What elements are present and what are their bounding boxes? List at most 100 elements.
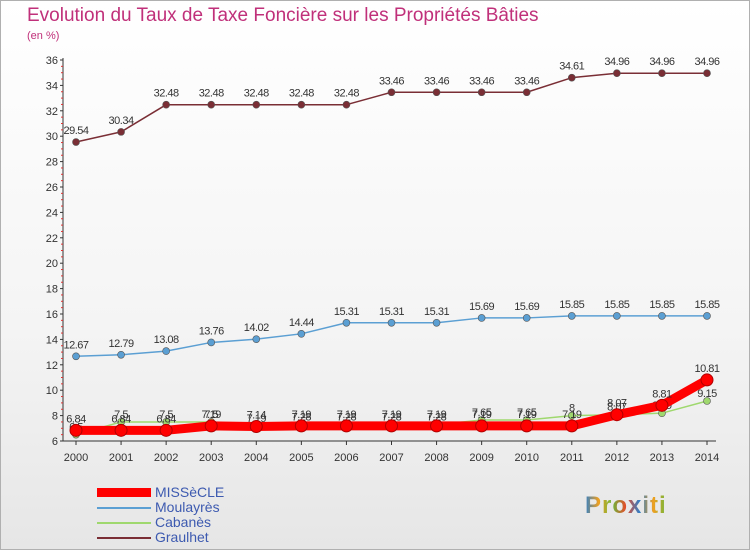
y-tick-label-28: 28 bbox=[46, 157, 58, 169]
point-moulayrs-2008 bbox=[432, 318, 441, 327]
data-label-moulayrs-2014: 15.85 bbox=[694, 299, 719, 311]
point-graulhet-2012 bbox=[613, 69, 621, 78]
y-tick-label-16: 16 bbox=[46, 309, 58, 321]
point-moulayrs-2009 bbox=[477, 314, 486, 322]
point-misscle-2004 bbox=[249, 420, 263, 434]
point-misscle-2006 bbox=[339, 419, 353, 433]
point-misscle-2000 bbox=[69, 423, 83, 437]
y-tick-label-10: 10 bbox=[46, 385, 58, 397]
x-tick-label-2008: 2008 bbox=[424, 452, 448, 464]
data-label-misscle-2000: 6.84 bbox=[66, 413, 86, 425]
x-tick-label-2002: 2002 bbox=[154, 452, 178, 464]
data-label-misscle-2003: 7.19 bbox=[202, 409, 222, 421]
point-graulhet-2011 bbox=[567, 73, 576, 82]
data-label-cabans-2011: 8 bbox=[569, 403, 575, 415]
chart-legend: MISSèCLE Moulayrès Cabanès Graulhet bbox=[97, 485, 224, 545]
legend-item-graulhet: Graulhet bbox=[97, 530, 224, 545]
point-moulayrs-2006 bbox=[342, 318, 351, 327]
data-label-misscle-2013: 8.81 bbox=[652, 388, 672, 400]
data-label-graulhet-2003: 32.48 bbox=[199, 88, 224, 100]
x-tick-label-2005: 2005 bbox=[289, 452, 313, 464]
legend-item-missecle: MISSèCLE bbox=[97, 485, 224, 500]
point-misscle-2008 bbox=[430, 419, 444, 433]
x-tick-label-2001: 2001 bbox=[109, 452, 133, 464]
data-label-misscle-2002: 6.84 bbox=[156, 413, 176, 425]
legend-label-graulhet: Graulhet bbox=[155, 529, 209, 545]
y-tick-label-8: 8 bbox=[52, 411, 58, 423]
data-label-graulhet-2000: 29.54 bbox=[63, 125, 88, 137]
x-tick-label-2009: 2009 bbox=[469, 452, 493, 464]
point-misscle-2009 bbox=[475, 419, 489, 433]
x-tick-label-2012: 2012 bbox=[605, 452, 629, 464]
data-label-misscle-2009: 7.19 bbox=[472, 409, 492, 421]
y-tick-label-20: 20 bbox=[46, 258, 58, 270]
data-label-cabans-2004: 7.19 bbox=[247, 413, 267, 425]
point-moulayrs-2003 bbox=[207, 338, 216, 347]
point-misscle-2012 bbox=[610, 408, 624, 422]
data-label-misscle-2011: 7.19 bbox=[562, 409, 582, 421]
legend-swatch-missecle bbox=[97, 488, 151, 497]
data-label-graulhet-2011: 34.61 bbox=[559, 61, 584, 73]
data-label-graulhet-2002: 32.48 bbox=[154, 88, 179, 100]
data-label-cabans-2002: 7.5 bbox=[159, 409, 173, 421]
data-label-cabans-2001: 7.5 bbox=[114, 409, 128, 421]
point-misscle-2001 bbox=[114, 423, 128, 437]
data-label-graulhet-2001: 30.34 bbox=[109, 115, 134, 127]
y-tick-label-12: 12 bbox=[46, 360, 58, 372]
point-moulayrs-2014 bbox=[703, 312, 711, 320]
point-moulayrs-2002 bbox=[162, 347, 170, 355]
legend-label-moulayres: Moulayrès bbox=[155, 499, 220, 515]
data-label-cabans-2008: 7.28 bbox=[427, 412, 447, 424]
point-graulhet-2014 bbox=[703, 69, 711, 78]
x-tick-label-2006: 2006 bbox=[334, 452, 358, 464]
data-label-cabans-2007: 7.28 bbox=[382, 412, 402, 424]
data-label-graulhet-2005: 32.48 bbox=[289, 88, 314, 100]
point-graulhet-2000 bbox=[72, 138, 80, 146]
x-tick-label-2013: 2013 bbox=[650, 452, 674, 464]
point-graulhet-2005 bbox=[297, 100, 306, 109]
x-tick-label-2010: 2010 bbox=[514, 452, 538, 464]
data-label-moulayrs-2009: 15.69 bbox=[469, 301, 494, 313]
x-tick-label-2007: 2007 bbox=[379, 452, 403, 464]
data-label-moulayrs-2005: 14.44 bbox=[289, 317, 314, 329]
data-label-graulhet-2014: 34.96 bbox=[694, 56, 719, 68]
data-label-moulayrs-2004: 14.02 bbox=[244, 322, 269, 334]
y-tick-label-30: 30 bbox=[46, 131, 58, 143]
point-graulhet-2003 bbox=[207, 100, 216, 109]
data-label-graulhet-2006: 32.48 bbox=[334, 88, 359, 100]
point-moulayrs-2000 bbox=[72, 352, 80, 361]
point-misscle-2002 bbox=[159, 423, 173, 437]
point-moulayrs-2004 bbox=[252, 335, 261, 343]
y-tick-label-6: 6 bbox=[52, 436, 58, 448]
data-label-graulhet-2008: 33.46 bbox=[424, 75, 449, 87]
data-label-misscle-2004: 7.14 bbox=[247, 410, 267, 422]
chart-unit-label: (en %) bbox=[27, 30, 60, 42]
data-label-misscle-2008: 7.19 bbox=[427, 409, 447, 421]
legend-swatch-moulayres bbox=[97, 506, 151, 509]
point-moulayrs-2005 bbox=[297, 330, 306, 338]
data-label-graulhet-2009: 33.46 bbox=[469, 75, 494, 87]
point-moulayrs-2007 bbox=[387, 318, 396, 327]
point-misscle-2014 bbox=[700, 373, 714, 387]
x-tick-label-2011: 2011 bbox=[560, 452, 584, 464]
legend-item-cabanes: Cabanès bbox=[97, 515, 224, 530]
data-label-graulhet-2013: 34.96 bbox=[649, 56, 674, 68]
data-label-moulayrs-2012: 15.85 bbox=[604, 299, 629, 311]
data-label-misscle-2005: 7.19 bbox=[292, 409, 312, 421]
data-label-moulayrs-2008: 15.31 bbox=[424, 306, 449, 318]
data-label-moulayrs-2006: 15.31 bbox=[334, 306, 359, 318]
data-label-moulayrs-2007: 15.31 bbox=[379, 306, 404, 318]
data-label-misscle-2001: 6.84 bbox=[111, 413, 131, 425]
point-graulhet-2002 bbox=[162, 100, 170, 109]
y-tick-label-22: 22 bbox=[46, 233, 58, 245]
data-label-moulayrs-2001: 12.79 bbox=[109, 338, 134, 350]
y-tick-label-36: 36 bbox=[46, 55, 58, 67]
data-label-moulayrs-2002: 13.08 bbox=[154, 334, 179, 346]
data-label-graulhet-2007: 33.46 bbox=[379, 75, 404, 87]
data-label-cabans-2010: 7.65 bbox=[517, 407, 537, 419]
point-cabans-2014 bbox=[703, 397, 711, 405]
point-misscle-2005 bbox=[294, 419, 308, 433]
data-label-misscle-2010: 7.19 bbox=[517, 409, 537, 421]
point-moulayrs-2011 bbox=[567, 312, 576, 320]
